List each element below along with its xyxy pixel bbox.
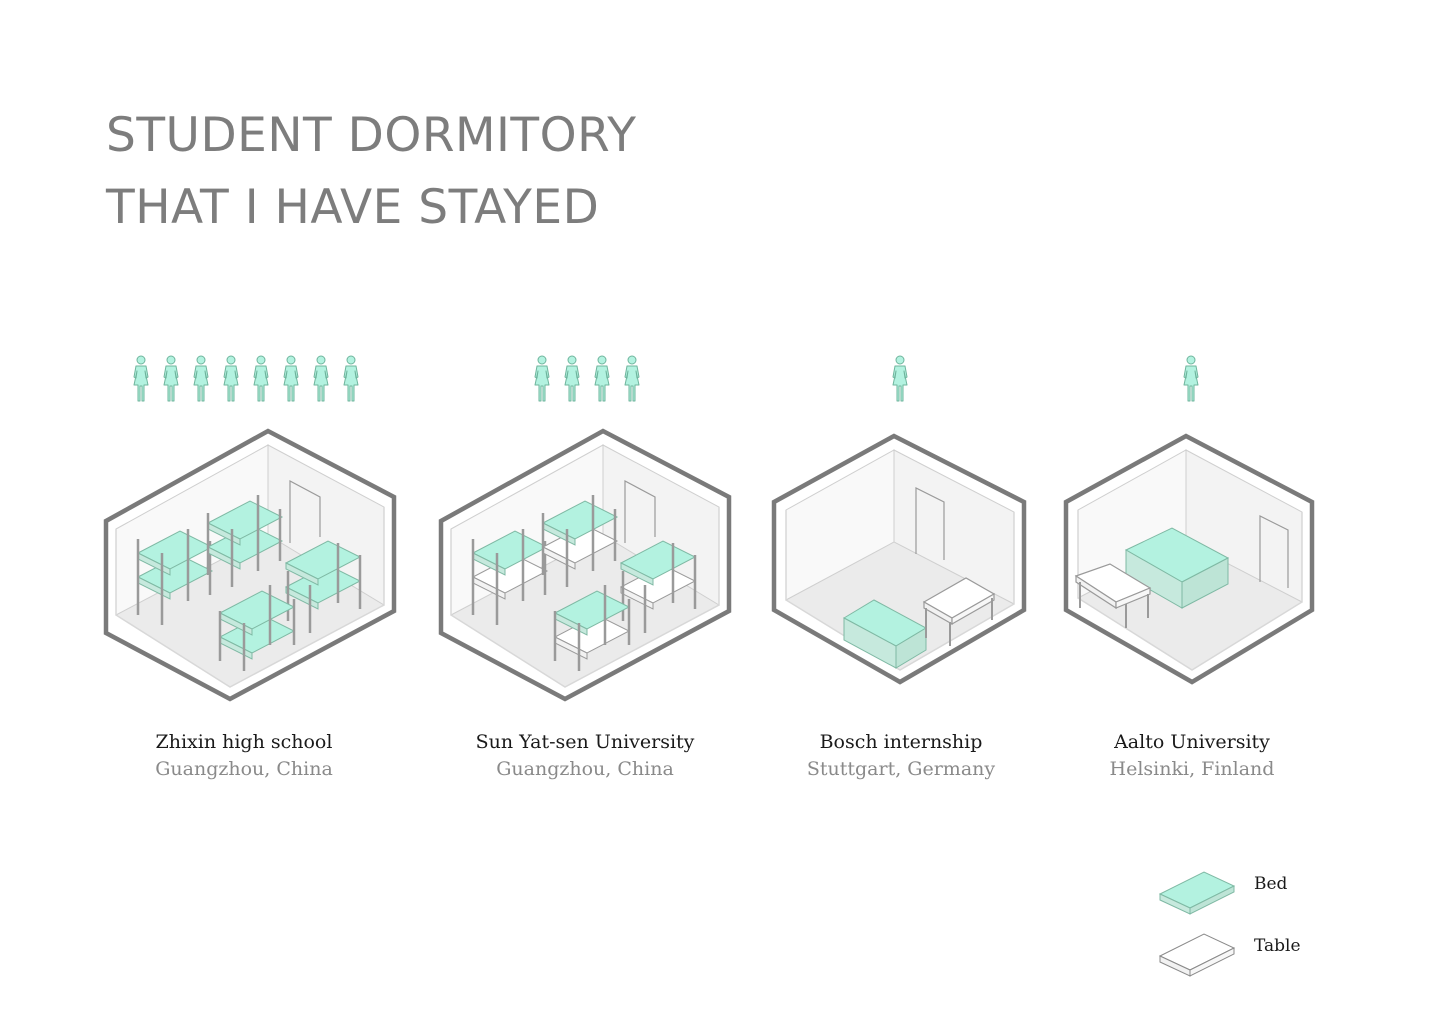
legend-label-bed: Bed: [1254, 874, 1288, 894]
table-icon: [1158, 933, 1236, 977]
dorm-name: Zhixin high school: [155, 731, 333, 753]
person-icon: [594, 355, 610, 402]
bunk-bed-4: [218, 590, 296, 660]
bunk-bed-2-posts: [541, 495, 617, 587]
residents-zhixin: [129, 355, 363, 403]
room-aalto: [1063, 433, 1315, 685]
residents-bosch: [888, 355, 912, 403]
bunk-bed-3-posts: [286, 543, 362, 633]
caption-zhixin: Zhixin high school Guangzhou, China: [94, 729, 394, 783]
room-zhixin: [103, 428, 397, 702]
residents-aalto: [1179, 355, 1203, 403]
person-icon: [1183, 355, 1199, 402]
bed-icon: [1158, 871, 1236, 915]
dorm-location: Guangzhou, China: [496, 758, 674, 780]
bunk-bed-3: [619, 540, 697, 610]
person-icon: [313, 355, 329, 402]
residents-sun-yat-sen: [530, 355, 644, 403]
dorm-name: Aalto University: [1114, 731, 1270, 753]
dorm-location: Guangzhou, China: [155, 758, 333, 780]
bunk-bed-1-posts: [136, 529, 212, 625]
person-icon: [624, 355, 640, 402]
table: [922, 577, 996, 646]
person-icon: [223, 355, 239, 402]
room-bosch: [771, 433, 1027, 685]
person-icon: [343, 355, 359, 402]
bunk-bed-2-posts: [206, 495, 282, 587]
title-line-1: STUDENT DORMITORY: [106, 108, 637, 163]
person-icon: [564, 355, 580, 402]
caption-sun-yat-sen: Sun Yat-sen University Guangzhou, China: [435, 729, 735, 783]
bunk-bed-4-posts: [218, 585, 296, 671]
page-title: STUDENT DORMITORY THAT I HAVE STAYED: [106, 100, 636, 244]
title-line-2: THAT I HAVE STAYED: [106, 180, 600, 235]
person-icon: [283, 355, 299, 402]
table: [1074, 563, 1152, 628]
legend-bed: Bed: [1158, 866, 1287, 916]
person-icon: [534, 355, 550, 402]
person-icon: [892, 355, 908, 402]
dorm-name: Sun Yat-sen University: [475, 731, 695, 753]
legend-table: Table: [1158, 928, 1301, 978]
bed: [1124, 527, 1230, 609]
caption-aalto: Aalto University Helsinki, Finland: [1042, 729, 1342, 783]
legend-label-table: Table: [1254, 936, 1301, 956]
dorm-name: Bosch internship: [819, 731, 983, 753]
room-sun-yat-sen: [438, 428, 732, 702]
person-icon: [163, 355, 179, 402]
caption-bosch: Bosch internship Stuttgart, Germany: [751, 729, 1051, 783]
bed: [842, 599, 928, 669]
person-icon: [133, 355, 149, 402]
person-icon: [253, 355, 269, 402]
dorm-location: Stuttgart, Germany: [806, 758, 996, 780]
dorm-location: Helsinki, Finland: [1109, 758, 1275, 780]
bunk-bed-4-posts: [553, 585, 631, 671]
bunk-bed-3-posts: [621, 543, 697, 633]
person-icon: [193, 355, 209, 402]
